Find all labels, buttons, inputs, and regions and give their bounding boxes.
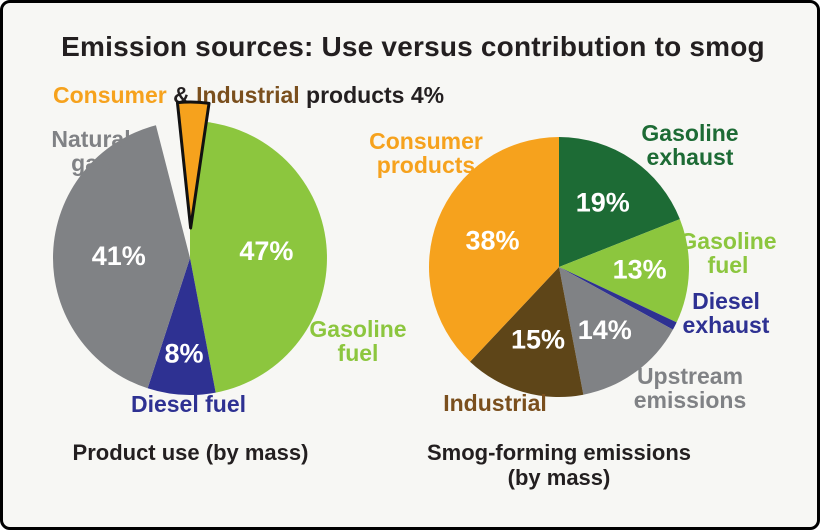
label-gasoline-fuel-right: Gasoline fuel bbox=[679, 228, 777, 279]
pie-smog-emissions: 19% 13% 14% 15% 38% bbox=[428, 137, 690, 398]
label-upstream-emissions: Upstream emissions bbox=[633, 363, 747, 414]
label-diesel-exhaust: Diesel exhaust bbox=[682, 288, 770, 339]
label-gasoline-exhaust: Gasoline exhaust bbox=[641, 120, 739, 171]
header-note-part-4: 4% bbox=[410, 82, 445, 108]
pct-label-natural-gas: 41% bbox=[92, 241, 146, 271]
pie-slice-gasoline-fuel bbox=[190, 121, 327, 393]
pie-slice-natural-gas bbox=[52, 125, 190, 389]
label-diesel-fuel: Diesel fuel bbox=[130, 391, 247, 417]
header-note-part-2: Industrial bbox=[196, 82, 300, 108]
caption-smog-emissions: Smog-forming emissions (by mass) bbox=[426, 440, 692, 490]
pie-charts-svg: 47% 8% 41% 19% 13% 14% 15% 38% bbox=[52, 100, 690, 398]
pie-slice-diesel-fuel bbox=[147, 258, 216, 395]
header-note-part-0: Consumer bbox=[53, 82, 167, 108]
pct-label-gasoline-fuel: 13% bbox=[613, 255, 667, 285]
pie-slice-consumer-industrial-products bbox=[175, 100, 211, 230]
header-note: Consumer & Industrial products 4% bbox=[53, 82, 444, 109]
pct-label-industrial: 15% bbox=[511, 324, 565, 354]
pie-slice-gasoline-fuel bbox=[559, 219, 690, 323]
pct-label-gasoline-fuel: 47% bbox=[239, 236, 293, 266]
pct-label-diesel-fuel: 8% bbox=[164, 339, 203, 369]
pct-label-gasoline-exhaust: 19% bbox=[576, 188, 630, 218]
label-industrial: Industrial bbox=[443, 390, 547, 416]
pct-label-upstream-emissions: 14% bbox=[578, 315, 632, 345]
pie-slice-diesel-exhaust bbox=[559, 267, 677, 330]
pie-slice-upstream-emissions bbox=[559, 267, 673, 395]
pie-product-use: 47% 8% 41% bbox=[52, 100, 327, 395]
pie-slice-gasoline-exhaust bbox=[559, 137, 680, 267]
caption-product-use: Product use (by mass) bbox=[72, 440, 309, 465]
label-gasoline-fuel-left: Gasoline fuel bbox=[309, 316, 407, 367]
page-title: Emission sources: Use versus contributio… bbox=[61, 31, 765, 62]
pie-slice-industrial bbox=[470, 267, 584, 398]
header-note-part-3: products bbox=[299, 82, 411, 108]
pct-label-consumer-products: 38% bbox=[465, 226, 519, 256]
label-natural-gas: Natural gas bbox=[51, 126, 131, 177]
pie-slice-consumer-products bbox=[428, 137, 559, 362]
label-consumer-products: Consumer products bbox=[369, 128, 483, 179]
